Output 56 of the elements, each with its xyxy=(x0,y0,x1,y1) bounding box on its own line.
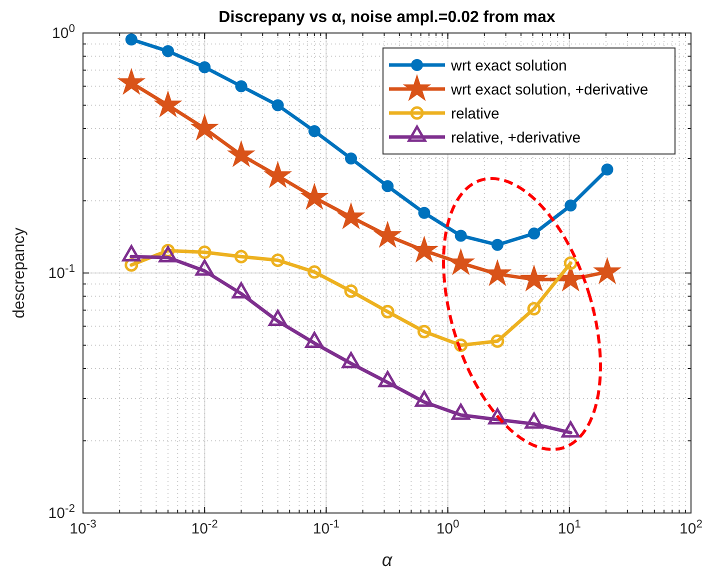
x-tick-label: 10$^{1}$ xyxy=(558,518,581,538)
point xyxy=(308,125,320,138)
point xyxy=(374,222,401,248)
x-tick-label: 10$^{-1}$ xyxy=(312,518,340,538)
point xyxy=(528,228,540,240)
point xyxy=(342,352,360,368)
point xyxy=(234,250,248,264)
point xyxy=(382,180,394,192)
point xyxy=(411,236,438,262)
point xyxy=(198,61,211,74)
x-axis-title: α xyxy=(382,550,393,570)
point xyxy=(491,238,504,251)
x-tick-label: 10$^{2}$ xyxy=(680,518,702,538)
point xyxy=(520,266,548,291)
point xyxy=(418,206,430,219)
point xyxy=(162,45,174,58)
point xyxy=(378,370,397,388)
point xyxy=(601,163,614,176)
legend-label: relative, +derivative xyxy=(451,130,581,146)
point xyxy=(338,203,364,228)
legend-label: relative xyxy=(451,106,500,122)
point xyxy=(527,302,541,316)
point xyxy=(488,408,507,424)
point xyxy=(524,412,544,429)
point xyxy=(345,152,358,164)
y-axis-title: descrepancy xyxy=(11,228,28,318)
point xyxy=(308,265,322,279)
point xyxy=(594,258,620,284)
point xyxy=(235,80,248,92)
point xyxy=(452,404,470,420)
point xyxy=(191,114,218,140)
point xyxy=(564,256,578,270)
point xyxy=(301,184,328,209)
point xyxy=(557,266,584,291)
point xyxy=(264,162,292,188)
point xyxy=(272,99,284,112)
point xyxy=(564,200,577,212)
point xyxy=(271,254,285,268)
y-tick-label: 10$^{-1}$ xyxy=(48,262,75,282)
legend-label: wrt exact solution, +derivative xyxy=(450,82,648,98)
y-tick-label: 10$^{0}$ xyxy=(52,22,75,42)
point xyxy=(125,33,138,46)
x-tick-label: 10$^{0}$ xyxy=(436,518,460,538)
point xyxy=(268,310,288,326)
point xyxy=(154,91,182,117)
legend-label: wrt exact solution xyxy=(450,58,567,74)
point xyxy=(344,284,358,298)
chart-title: Discrepany vs α, noise ampl.=0.02 from max xyxy=(218,9,556,26)
point xyxy=(454,230,467,242)
point xyxy=(305,332,324,348)
point xyxy=(228,141,254,166)
point xyxy=(198,246,212,260)
point xyxy=(561,421,580,438)
point xyxy=(415,390,434,407)
x-tick-label: 10$^{-2}$ xyxy=(191,518,218,538)
point xyxy=(380,304,394,318)
